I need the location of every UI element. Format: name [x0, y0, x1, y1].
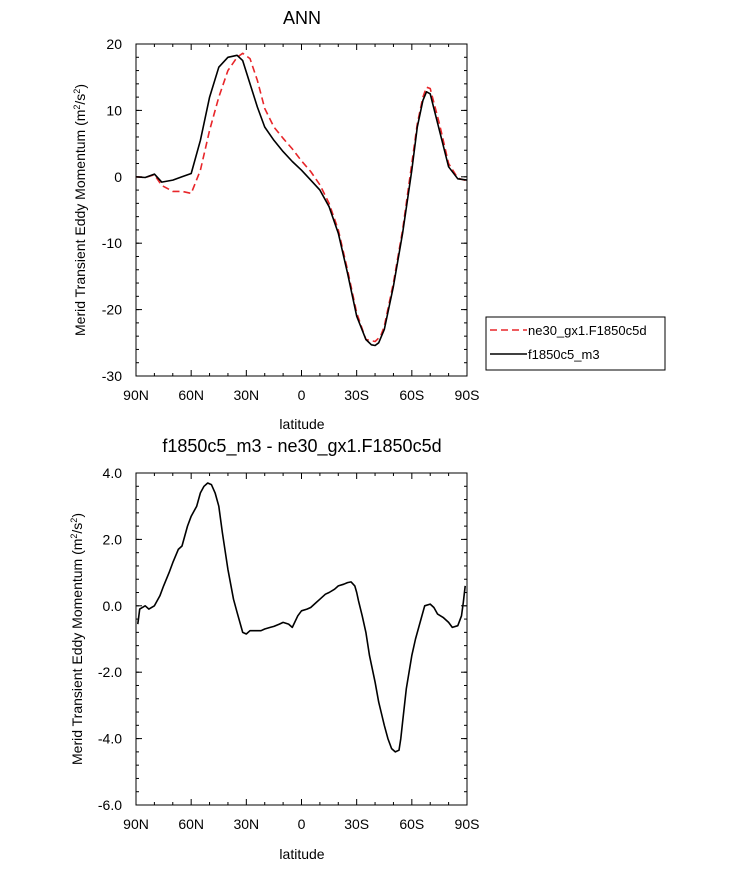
- bottom-x-axis-label: latitude: [279, 846, 324, 862]
- top-plot-frame: [135, 43, 468, 377]
- bottom-plot-frame: [135, 472, 468, 806]
- x-tick-label: 0: [298, 387, 306, 403]
- x-tick-label: 60N: [178, 816, 204, 832]
- y-tick-label: -30: [102, 368, 122, 384]
- y-tick-label: 10: [106, 102, 122, 118]
- y-tick-label: 0.0: [103, 598, 123, 614]
- y-tick-label: 2.0: [103, 531, 123, 547]
- bottom-chart-title: f1850c5_m3 - ne30_gx1.F1850c5d: [162, 436, 441, 457]
- x-tick-label: 30N: [233, 816, 259, 832]
- series-line-0-1: [135, 54, 468, 347]
- x-tick-label: 0: [298, 816, 306, 832]
- top-chart-title: ANN: [283, 8, 321, 28]
- legend: ne30_gx1.F1850c5d f1850c5_m3: [485, 316, 666, 371]
- bottom-y-axis-label: Merid Transient Eddy Momentum (m2/s2): [69, 513, 85, 765]
- y-tick-label: 4.0: [103, 465, 123, 481]
- y-tick-label: -6.0: [98, 797, 122, 813]
- bottom-panel: f1850c5_m3 - ne30_gx1.F1850c5d 90N 60N 30N…: [69, 436, 479, 862]
- x-tick-label: 30S: [344, 816, 369, 832]
- x-tick-label: 60S: [399, 387, 424, 403]
- y-tick-label: -2.0: [98, 664, 122, 680]
- x-tick-label: 60S: [399, 816, 424, 832]
- x-tick-label: 90S: [455, 816, 480, 832]
- y-tick-label: -20: [102, 302, 122, 318]
- y-tick-label: 20: [106, 36, 122, 52]
- series-line-1-0: [137, 482, 466, 753]
- x-tick-label: 60N: [178, 387, 204, 403]
- y-tick-label: -4.0: [98, 731, 122, 747]
- x-tick-label: 90S: [455, 387, 480, 403]
- x-tick-label: 30N: [233, 387, 259, 403]
- y-tick-label: 0: [114, 169, 122, 185]
- y-tick-label: -10: [102, 235, 122, 251]
- x-tick-label: 90N: [123, 816, 149, 832]
- top-panel: ANN 90N 60N 30N 0 30S 60S 90S -30 -20 -10 0 10 20 la…: [72, 8, 666, 432]
- series-line-0-0: [135, 52, 468, 343]
- legend-label-ne30: ne30_gx1.F1850c5d: [528, 323, 647, 338]
- x-tick-label: 30S: [344, 387, 369, 403]
- x-tick-label: 90N: [123, 387, 149, 403]
- legend-label-f1850: f1850c5_m3: [528, 347, 600, 362]
- top-y-axis-label: Merid Transient Eddy Momentum (m2/s2): [72, 84, 88, 336]
- top-x-axis-label: latitude: [279, 416, 324, 432]
- legend-box: [485, 316, 666, 371]
